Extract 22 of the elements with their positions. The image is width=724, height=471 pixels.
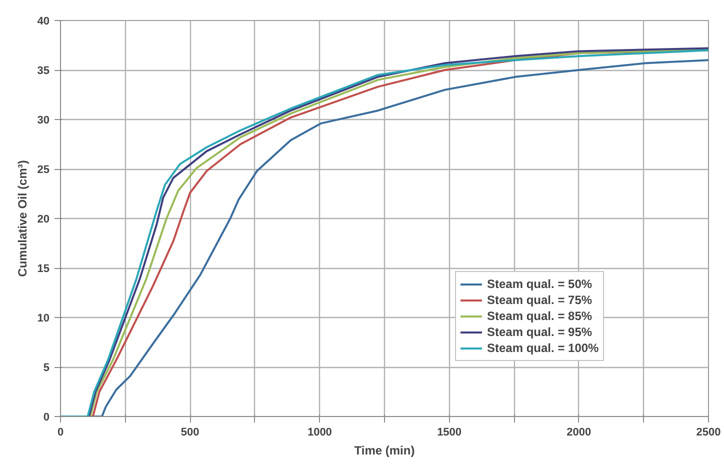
x-tick-label: 0 — [57, 426, 64, 438]
y-tick-label: 40 — [37, 16, 50, 28]
x-tick-label: 1500 — [437, 426, 462, 438]
y-tick-label: 20 — [37, 214, 50, 226]
y-tick-label: 5 — [43, 362, 50, 374]
y-tick-label: 35 — [37, 65, 50, 77]
y-axis-title: Cumulative Oil (cm³) — [15, 160, 30, 277]
x-tick-label: 2000 — [566, 426, 592, 438]
x-axis-title: Time (min) — [354, 444, 415, 458]
legend-label: Steam qual. = 95% — [487, 324, 592, 340]
y-tick-label: 0 — [43, 412, 50, 424]
x-tick-label: 1000 — [307, 426, 332, 438]
x-tick-label: 2500 — [696, 426, 721, 438]
legend-label: Steam qual. = 100% — [487, 340, 599, 356]
legend-label: Steam qual. = 75% — [487, 292, 592, 308]
y-tick-label: 10 — [37, 312, 50, 324]
legend-label: Steam qual. = 50% — [487, 276, 592, 292]
y-tick-label: 25 — [37, 164, 50, 176]
y-tick-label: 15 — [37, 263, 50, 275]
legend-label: Steam qual. = 85% — [487, 308, 592, 324]
x-tick-label: 500 — [180, 426, 200, 438]
y-tick-label: 30 — [37, 114, 50, 126]
